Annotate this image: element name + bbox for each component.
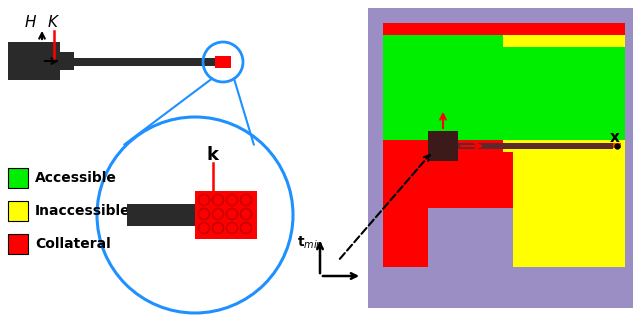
Bar bbox=[428, 208, 513, 267]
Bar bbox=[8, 42, 60, 80]
Bar bbox=[74, 58, 215, 66]
Bar bbox=[8, 234, 28, 254]
Bar bbox=[60, 52, 74, 70]
Bar bbox=[368, 8, 633, 308]
Bar bbox=[503, 140, 625, 152]
Text: k: k bbox=[207, 146, 219, 164]
Bar bbox=[383, 140, 625, 152]
Text: Collateral: Collateral bbox=[35, 237, 111, 251]
Bar bbox=[383, 35, 625, 140]
Text: x: x bbox=[610, 130, 620, 146]
Bar bbox=[383, 23, 625, 35]
Bar bbox=[428, 131, 458, 161]
Bar bbox=[8, 168, 28, 188]
Text: $K$: $K$ bbox=[47, 14, 61, 30]
Bar bbox=[195, 191, 257, 239]
Bar bbox=[8, 201, 28, 221]
Bar bbox=[513, 152, 625, 267]
Text: $H$: $H$ bbox=[24, 14, 38, 30]
Text: Accessible: Accessible bbox=[35, 171, 117, 185]
Bar bbox=[458, 143, 613, 149]
Bar bbox=[613, 143, 621, 148]
Text: $\mathbf{t}_{min}$: $\mathbf{t}_{min}$ bbox=[297, 235, 323, 251]
Text: Inaccessible: Inaccessible bbox=[35, 204, 131, 218]
Bar bbox=[127, 204, 195, 226]
Bar bbox=[215, 56, 231, 68]
Bar bbox=[383, 152, 513, 267]
Bar bbox=[503, 35, 625, 47]
